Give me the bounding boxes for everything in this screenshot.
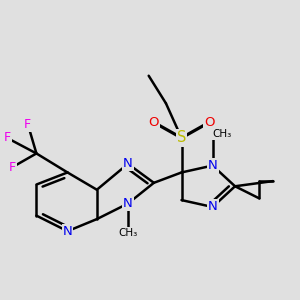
Text: F: F [4,131,11,144]
Text: N: N [208,159,218,172]
Text: N: N [123,157,133,170]
Text: S: S [177,130,186,146]
Text: CH₃: CH₃ [213,130,232,140]
Text: N: N [123,197,133,210]
Text: N: N [63,225,72,238]
Text: O: O [148,116,159,129]
Text: CH₃: CH₃ [118,228,138,238]
Text: N: N [208,200,218,214]
Text: F: F [24,118,31,130]
Text: F: F [9,161,16,174]
Text: O: O [204,116,214,129]
